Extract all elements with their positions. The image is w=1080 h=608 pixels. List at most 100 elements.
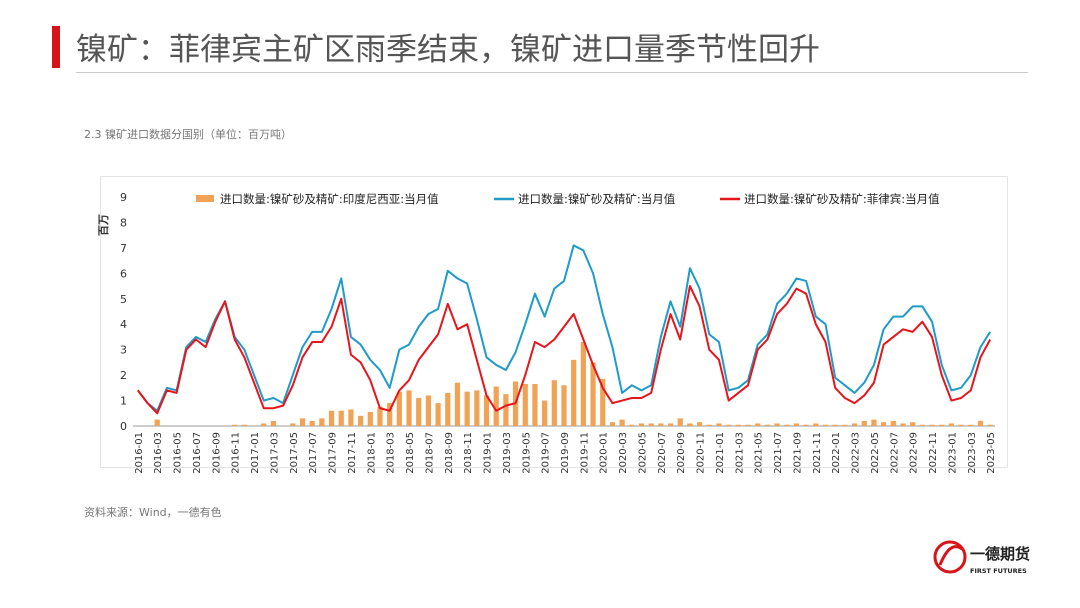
- bar: [299, 418, 306, 426]
- x-tick-label: 2016-09: [211, 432, 222, 474]
- bar: [619, 419, 625, 426]
- bar: [629, 424, 635, 426]
- legend-label: 进口数量:镍矿砂及精矿:当月值: [518, 192, 676, 206]
- bar: [328, 410, 335, 426]
- x-tick-label: 2020-11: [696, 432, 707, 474]
- bar: [493, 386, 499, 426]
- bar: [716, 423, 722, 426]
- bar: [241, 424, 247, 426]
- bar: [745, 424, 751, 426]
- bar: [474, 390, 480, 426]
- bar: [948, 423, 955, 426]
- x-tick-label: 2016-07: [192, 432, 203, 474]
- bar: [154, 419, 160, 426]
- logo-english: FIRST FUTURES: [970, 567, 1027, 575]
- bar: [367, 412, 373, 426]
- bar: [590, 362, 596, 426]
- x-tick-label: 2021-09: [792, 432, 803, 474]
- bar: [600, 378, 606, 426]
- x-tick-label: 2021-07: [773, 432, 784, 474]
- y-tick-label: 9: [120, 191, 127, 204]
- x-tick-label: 2016-01: [134, 432, 145, 474]
- logo-name: 一德期货: [970, 545, 1030, 563]
- bar: [522, 384, 528, 426]
- bar: [735, 424, 741, 426]
- bar: [687, 423, 693, 426]
- bar: [580, 342, 586, 426]
- title-accent: [52, 26, 60, 68]
- bar: [338, 410, 344, 426]
- x-tick-label: 2016-03: [153, 432, 164, 474]
- bar: [774, 423, 780, 426]
- line: [137, 244, 992, 412]
- x-tick-label: 2017-01: [250, 432, 261, 474]
- x-tick-label: 2020-07: [657, 432, 668, 474]
- x-tick-label: 2018-07: [424, 432, 435, 474]
- logo-swoosh: [938, 545, 963, 566]
- bar: [726, 424, 732, 426]
- bar: [910, 422, 916, 426]
- x-tick-label: 2021-03: [734, 432, 745, 474]
- y-tick-label: 3: [120, 344, 127, 357]
- x-tick-label: 2017-11: [347, 432, 358, 474]
- x-tick-label: 2022-01: [831, 432, 842, 474]
- bar: [764, 424, 770, 426]
- title-rule: [76, 72, 1028, 73]
- bar: [416, 398, 422, 426]
- bar: [987, 424, 993, 426]
- line: [137, 285, 992, 415]
- legend-swatch: [196, 195, 214, 202]
- bar: [784, 424, 790, 426]
- x-tick-label: 2022-07: [889, 432, 900, 474]
- source-note: 资料来源：Wind，一德有色: [84, 506, 222, 519]
- bar: [851, 423, 858, 426]
- bar: [968, 424, 974, 426]
- bar: [861, 420, 867, 426]
- x-tick-label: 2022-09: [909, 432, 920, 474]
- y-tick-label: 2: [120, 369, 127, 382]
- y-axis-label: 百万: [97, 214, 110, 236]
- bar: [232, 424, 238, 426]
- bar: [532, 384, 538, 426]
- bar: [435, 403, 441, 426]
- bar: [658, 423, 664, 426]
- bar: [929, 424, 935, 426]
- bar: [358, 415, 364, 426]
- x-tick-label: 2021-05: [754, 432, 765, 474]
- subtitle: 2.3 镍矿进口数据分国别（单位：百万吨）: [84, 128, 292, 141]
- x-tick-label: 2018-03: [386, 432, 397, 474]
- bar: [977, 420, 984, 426]
- bar: [638, 423, 645, 426]
- bar: [696, 422, 703, 426]
- x-tick-label: 2019-11: [579, 432, 590, 474]
- bar: [377, 406, 383, 426]
- bar: [406, 390, 412, 426]
- x-tick-label: 2018-05: [405, 432, 416, 474]
- chart-frame: [100, 176, 1008, 468]
- y-tick-label: 1: [120, 395, 127, 408]
- x-tick-label: 2017-03: [269, 432, 280, 474]
- bar: [706, 424, 712, 426]
- bar: [871, 419, 877, 426]
- bar: [542, 400, 548, 426]
- bar: [793, 423, 800, 426]
- x-tick-label: 2022-03: [851, 432, 862, 474]
- x-tick-label: 2022-05: [870, 432, 881, 474]
- bar: [813, 423, 819, 426]
- bar: [396, 391, 402, 426]
- y-tick-label: 8: [120, 216, 127, 229]
- x-tick-label: 2020-05: [637, 432, 648, 474]
- bar: [648, 423, 654, 426]
- x-tick-label: 2017-05: [289, 432, 300, 474]
- x-tick-label: 2018-01: [366, 432, 377, 474]
- x-tick-label: 2018-11: [463, 432, 474, 474]
- legend-label: 进口数量:镍矿砂及精矿:印度尼西亚:当月值: [220, 192, 439, 206]
- x-tick-label: 2016-11: [231, 432, 242, 474]
- bar: [755, 423, 761, 426]
- logo: 一德期货 FIRST FUTURES: [933, 540, 1030, 575]
- bar: [445, 392, 451, 426]
- bar: [454, 382, 461, 426]
- x-tick-label: 2016-05: [173, 432, 184, 474]
- bar: [958, 424, 964, 426]
- y-tick-label: 4: [120, 318, 127, 331]
